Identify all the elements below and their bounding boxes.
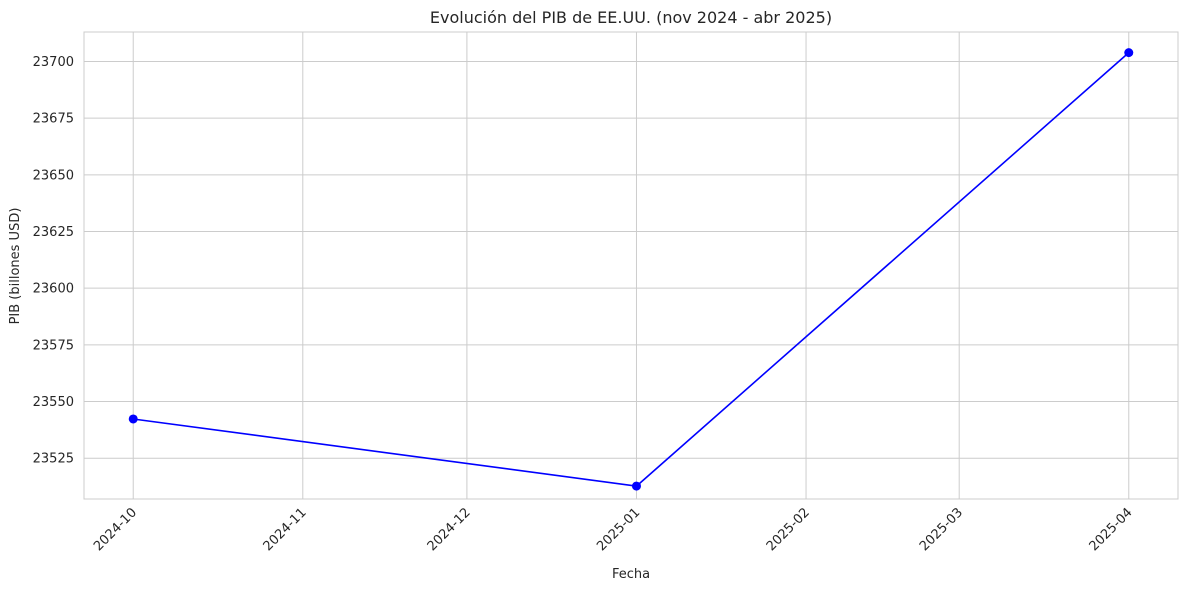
y-tick-label: 23650 xyxy=(33,168,74,183)
x-tick-label: 2024-10 xyxy=(91,505,140,554)
x-axis-label: Fecha xyxy=(612,567,650,582)
y-tick-label: 23675 xyxy=(33,112,74,127)
y-tick-label: 23550 xyxy=(33,395,74,410)
data-point xyxy=(128,414,138,424)
chart-title: Evolución del PIB de EE.UU. (nov 2024 - … xyxy=(430,8,832,27)
x-tick-label: 2025-02 xyxy=(764,505,813,554)
x-tick-label: 2025-03 xyxy=(917,505,966,554)
plot-area-border xyxy=(83,31,1179,500)
y-tick-label: 23600 xyxy=(33,282,74,297)
data-point xyxy=(1124,48,1134,58)
y-tick-label: 23625 xyxy=(33,225,74,240)
y-tick-label: 23525 xyxy=(33,452,74,467)
grid xyxy=(84,32,1178,499)
data-point xyxy=(631,481,641,491)
y-axis-ticks: 23525 23550 23575 23600 23625 23650 23675 23700 xyxy=(33,55,74,467)
x-tick-label: 2025-04 xyxy=(1087,505,1136,554)
y-tick-label: 23700 xyxy=(33,55,74,70)
series-group xyxy=(128,48,1134,491)
x-tick-label: 2025-01 xyxy=(594,505,643,554)
x-tick-label: 2024-11 xyxy=(261,505,310,554)
series-line xyxy=(133,51,1130,487)
x-axis-ticks: 2024-10 2024-11 2024-12 2025-01 2025-02 2025-… xyxy=(91,505,1136,554)
y-axis-label: PIB (billones USD) xyxy=(8,208,23,325)
y-tick-label: 23575 xyxy=(33,338,74,353)
x-tick-label: 2024-12 xyxy=(425,505,474,554)
